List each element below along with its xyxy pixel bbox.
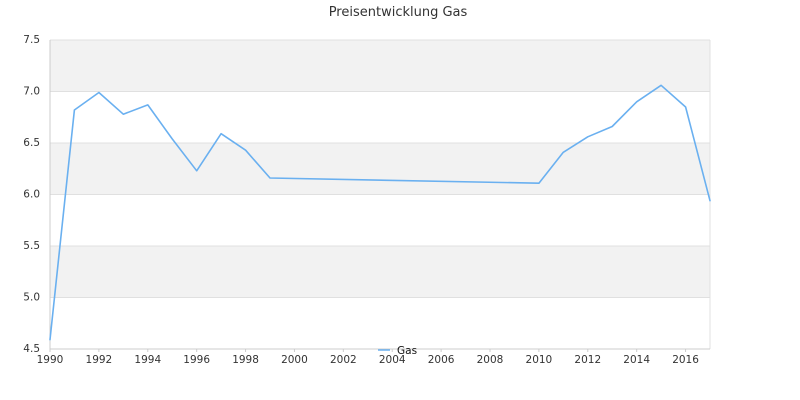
y-tick-label: 5.5 xyxy=(23,240,40,252)
grid-lines xyxy=(50,39,710,350)
legend[interactable]: Gas xyxy=(378,345,417,357)
x-tick-label: 1996 xyxy=(183,354,210,366)
series-line-gas xyxy=(49,84,711,341)
grid-band xyxy=(50,143,710,195)
y-tick-label: 6.5 xyxy=(23,137,40,149)
y-axis-ticks: 4.5 5.0 5.5 6.0 6.5 7.0 7.5 xyxy=(23,34,40,355)
grid-band xyxy=(50,40,710,92)
x-tick-label: 1998 xyxy=(232,354,259,366)
y-tick-label: 7.5 xyxy=(23,34,40,46)
grid-bands xyxy=(50,40,710,298)
x-tick-label: 2002 xyxy=(330,354,357,366)
legend-label-gas: Gas xyxy=(397,345,417,357)
y-tick-label: 5.0 xyxy=(23,292,40,304)
chart-title: Preisentwicklung Gas xyxy=(329,5,468,20)
x-tick-label: 2010 xyxy=(526,354,553,366)
x-tick-label: 2000 xyxy=(281,354,308,366)
axes xyxy=(49,40,711,350)
series-layer xyxy=(49,84,711,341)
x-tick-label: 2014 xyxy=(623,354,650,366)
x-tick-label: 1994 xyxy=(134,354,161,366)
y-tick-label: 4.5 xyxy=(23,343,40,355)
x-axis-ticks: 1990 1992 1994 1996 1998 2000 2002 2004 2006 2008… xyxy=(37,349,699,366)
x-tick-label: 2012 xyxy=(574,354,601,366)
y-tick-label: 6.0 xyxy=(23,189,40,201)
x-tick-label: 2004 xyxy=(379,354,406,366)
x-tick-label: 2008 xyxy=(477,354,504,366)
x-tick-label: 1992 xyxy=(86,354,113,366)
x-tick-label: 1990 xyxy=(37,354,64,366)
x-tick-label: 2016 xyxy=(672,354,699,366)
y-tick-label: 7.0 xyxy=(23,86,40,98)
x-tick-label: 2006 xyxy=(428,354,455,366)
grid-band xyxy=(50,246,710,298)
